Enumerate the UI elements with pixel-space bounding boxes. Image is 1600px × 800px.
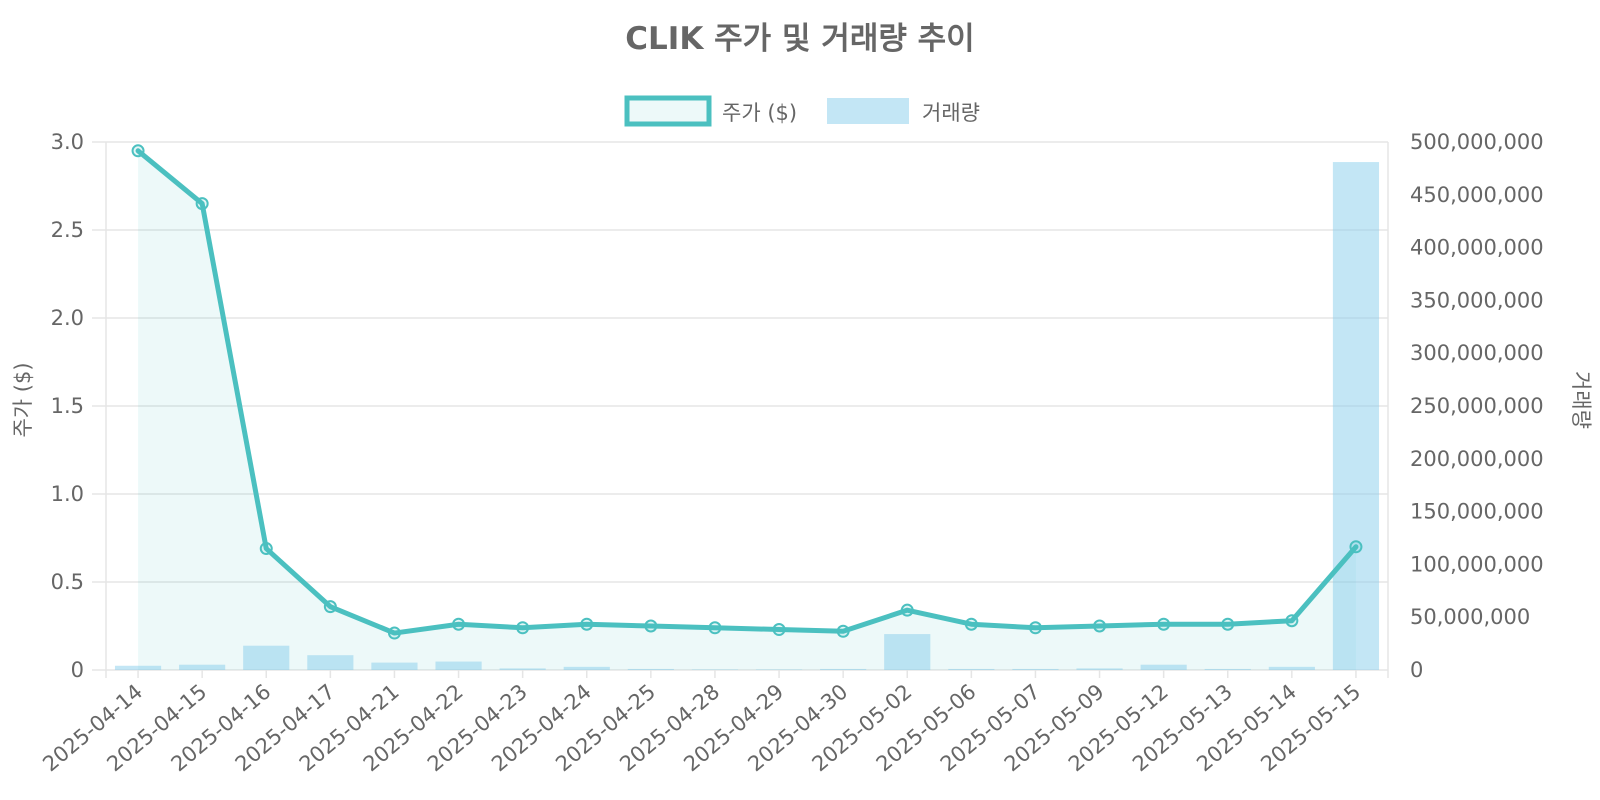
price-point-17	[1221, 617, 1235, 631]
right-tick-label-7: 350,000,000	[1410, 288, 1544, 312]
right-axis-title: 거래량	[1569, 371, 1593, 429]
price-point-19	[1349, 540, 1363, 554]
price-point-18	[1285, 614, 1299, 628]
volume-bar-6	[499, 668, 546, 670]
price-point-11	[836, 624, 850, 638]
legend-swatch-volume	[827, 98, 909, 124]
legend: 주가 ($) 거래량	[624, 95, 980, 127]
right-tick-label-4: 200,000,000	[1410, 447, 1544, 471]
right-tick-label-1: 50,000,000	[1410, 605, 1530, 629]
volume-bar-17	[1204, 668, 1251, 670]
left-tick-label-6: 3.0	[51, 130, 84, 154]
price-point-14	[1028, 621, 1042, 635]
left-tick-label-0: 0	[71, 658, 84, 682]
right-tick-label-3: 150,000,000	[1410, 500, 1544, 524]
right-tick-label-8: 400,000,000	[1410, 236, 1544, 260]
price-point-16	[1157, 617, 1171, 631]
volume-bar-13	[948, 668, 995, 670]
price-point-10	[772, 623, 786, 637]
volume-bar-2	[243, 645, 290, 670]
right-axis-ticks: 0 50,000,000 100,000,000 150,000,000 200,000…	[1410, 130, 1544, 682]
legend-swatch-price	[624, 95, 712, 127]
volume-bar-11	[820, 668, 867, 670]
left-axis-title: 주가 ($)	[11, 362, 35, 437]
right-tick-label-10: 500,000,000	[1410, 130, 1544, 154]
price-point-3	[323, 600, 337, 614]
price-point-4	[387, 626, 401, 640]
grid-lines	[92, 141, 1389, 678]
price-area-layer	[138, 150, 1356, 671]
volume-bar-19	[1332, 162, 1380, 670]
right-tick-label-5: 250,000,000	[1410, 394, 1544, 418]
right-tick-label-0: 0	[1410, 658, 1423, 682]
price-point-9	[708, 621, 722, 635]
legend-label-volume: 거래량	[922, 101, 980, 125]
volume-bar-0	[114, 665, 162, 670]
x-axis-ticks: 2025-04-142025-04-152025-04-162025-04-17…	[38, 679, 1365, 776]
price-point-5	[452, 617, 466, 631]
right-tick-label-6: 300,000,000	[1410, 341, 1544, 365]
volume-bar-9	[691, 669, 739, 670]
volume-bar-1	[179, 664, 226, 670]
price-point-12	[900, 603, 914, 617]
price-point-0	[131, 144, 145, 158]
volume-bars	[114, 162, 1380, 670]
price-point-8	[644, 619, 658, 633]
left-tick-label-2: 1.0	[51, 482, 84, 506]
price-area	[138, 150, 1356, 671]
price-point-13	[964, 617, 978, 631]
price-points	[131, 144, 1363, 640]
chart-title: CLIK 주가 및 거래량 추이	[625, 21, 974, 57]
price-line-layer	[135, 148, 1359, 636]
volume-bar-7	[563, 666, 610, 670]
price-line	[135, 148, 1359, 636]
right-tick-label-9: 450,000,000	[1410, 183, 1544, 207]
volume-bar-15	[1076, 668, 1123, 670]
right-tick-label-2: 100,000,000	[1410, 552, 1544, 576]
volume-bar-10	[755, 669, 803, 670]
volume-bar-14	[1012, 668, 1059, 670]
price-point-6	[516, 621, 530, 635]
left-tick-label-5: 2.5	[51, 218, 84, 242]
volume-bar-8	[627, 668, 674, 670]
left-tick-label-1: 0.5	[51, 570, 84, 594]
legend-label-price: 주가 ($)	[722, 101, 797, 125]
volume-bar-4	[371, 662, 418, 670]
left-tick-label-3: 1.5	[51, 394, 84, 418]
volume-bar-3	[307, 655, 354, 670]
volume-bar-16	[1140, 664, 1187, 670]
price-point-15	[1093, 619, 1107, 633]
price-point-2	[259, 542, 273, 556]
price-point-1	[195, 197, 209, 211]
left-axis-ticks: 0 0.5 1.0 1.5 2.0 2.5 3.0	[51, 130, 84, 682]
volume-bar-5	[435, 661, 482, 670]
volume-bar-12	[884, 634, 931, 670]
volume-bar-18	[1268, 666, 1315, 670]
price-point-7	[580, 617, 594, 631]
left-tick-label-4: 2.0	[51, 306, 84, 330]
